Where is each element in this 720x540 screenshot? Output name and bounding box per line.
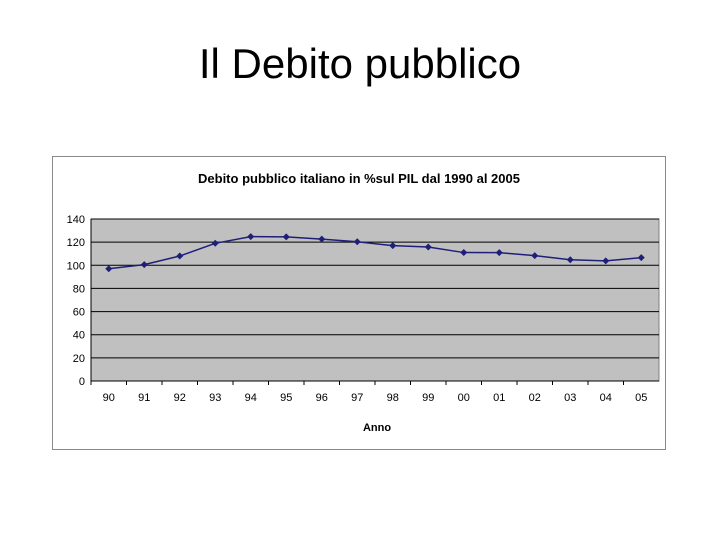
- data-point-marker: [460, 249, 468, 257]
- y-tick-label: 140: [67, 214, 85, 226]
- data-point-marker: [424, 243, 432, 251]
- data-point-marker: [318, 235, 326, 243]
- y-tick-label: 60: [73, 307, 85, 319]
- x-tick-label: 99: [422, 392, 434, 404]
- y-tick-label: 0: [79, 376, 85, 388]
- x-tick-label: 93: [209, 392, 221, 404]
- chart-container: Debito pubblico italiano in %sul PIL dal…: [52, 156, 666, 450]
- series-line: [108, 235, 642, 270]
- data-point-marker: [602, 257, 610, 265]
- data-point-marker: [282, 233, 290, 241]
- y-axis-ticks: 0 20 40 60 80 100 120 140: [67, 214, 85, 388]
- x-tick-label: 94: [245, 392, 257, 404]
- x-tick-label: 90: [103, 392, 115, 404]
- x-tick-label: 04: [600, 392, 612, 404]
- x-tick-label: 98: [387, 392, 399, 404]
- x-tick-label: 97: [351, 392, 363, 404]
- data-point-marker: [105, 265, 113, 273]
- data-point-marker: [389, 242, 397, 250]
- x-tick-label: 96: [316, 392, 328, 404]
- x-tick-label: 91: [138, 392, 150, 404]
- x-tick-label: 05: [635, 392, 647, 404]
- slide-title: Il Debito pubblico: [198, 40, 522, 87]
- x-tick-label: 95: [280, 392, 292, 404]
- y-tick-label: 40: [73, 330, 85, 342]
- data-point-marker: [176, 252, 184, 260]
- x-axis-label: Anno: [363, 422, 391, 434]
- line-chart: Debito pubblico italiano in %sul PIL dal…: [67, 171, 660, 434]
- data-point-marker: [140, 261, 148, 269]
- data-point-marker: [531, 252, 539, 260]
- y-tick-label: 100: [67, 260, 85, 272]
- data-point-marker: [637, 254, 645, 262]
- data-point-marker: [211, 239, 219, 247]
- data-point-marker: [495, 249, 503, 257]
- data-point-marker: [566, 256, 574, 264]
- y-tick-label: 120: [67, 237, 85, 249]
- x-tick-label: 02: [529, 392, 541, 404]
- x-tick-label: 01: [493, 392, 505, 404]
- gridlines: [90, 218, 659, 382]
- x-tick-label: 92: [174, 392, 186, 404]
- plot-area: [90, 218, 660, 382]
- x-tick-label: 00: [458, 392, 470, 404]
- chart-title: Debito pubblico italiano in %sul PIL dal…: [198, 171, 520, 186]
- y-tick-label: 20: [73, 353, 85, 365]
- x-axis-ticks: 90 91 92 93 94 95 96 97 98 99 00 01 02 03 04 05: [90, 381, 647, 404]
- x-tick-label: 03: [564, 392, 576, 404]
- data-point-marker: [247, 233, 255, 241]
- y-tick-label: 80: [73, 283, 85, 295]
- data-series: [105, 233, 645, 273]
- data-point-marker: [353, 238, 361, 246]
